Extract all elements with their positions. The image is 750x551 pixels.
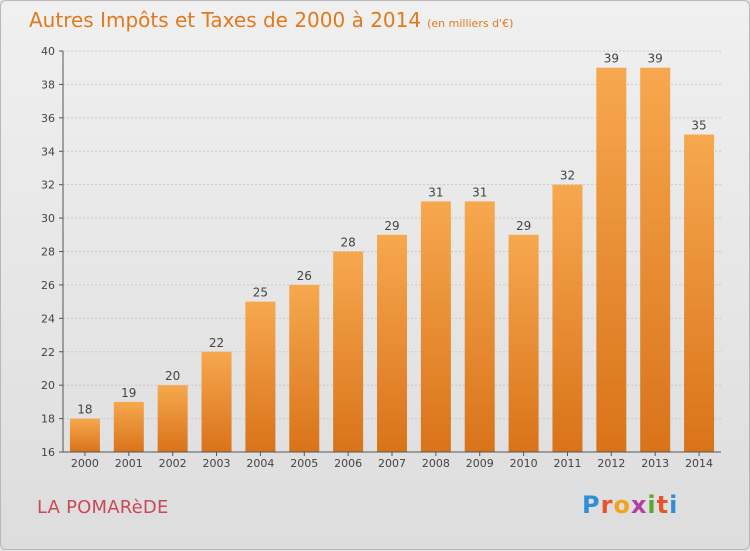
x-tick-label: 2013 bbox=[641, 457, 669, 470]
y-tick-label: 34 bbox=[41, 145, 55, 158]
bar-value-label: 29 bbox=[384, 219, 399, 233]
bar bbox=[464, 201, 495, 452]
bar-value-label: 19 bbox=[121, 386, 136, 400]
bar bbox=[377, 234, 407, 452]
bar bbox=[289, 284, 320, 452]
bar-value-label: 31 bbox=[472, 185, 487, 199]
x-tick-label: 2006 bbox=[334, 457, 362, 470]
title-unit: (en milliers d'€) bbox=[427, 17, 514, 30]
bars: 18 19 20 22 25 26 28 29 31 31 29 32 39 39 35 bbox=[69, 52, 715, 452]
bar bbox=[508, 234, 539, 452]
y-tick-label: 36 bbox=[41, 112, 55, 125]
bar-value-label: 28 bbox=[340, 236, 355, 250]
y-tick-label: 40 bbox=[41, 45, 55, 58]
x-tick-label: 2011 bbox=[553, 457, 581, 470]
y-tick-label: 20 bbox=[41, 379, 55, 392]
bar bbox=[420, 201, 451, 452]
bar bbox=[640, 67, 671, 452]
x-tick-label: 2008 bbox=[422, 457, 450, 470]
x-tick-label: 2003 bbox=[203, 457, 231, 470]
bar-value-label: 39 bbox=[648, 52, 663, 66]
bar-value-label: 18 bbox=[77, 403, 92, 417]
bar-value-label: 39 bbox=[604, 52, 619, 66]
bar bbox=[552, 184, 583, 452]
x-tick-label: 2004 bbox=[246, 457, 274, 470]
x-tick-label: 2005 bbox=[290, 457, 318, 470]
x-tick-label: 2002 bbox=[159, 457, 187, 470]
bar-value-label: 25 bbox=[253, 286, 268, 300]
y-tick-label: 30 bbox=[41, 212, 55, 225]
proxiti-logo: Proxiti bbox=[582, 491, 679, 519]
x-tick-label: 2007 bbox=[378, 457, 406, 470]
y-tick-label: 32 bbox=[41, 179, 55, 192]
y-tick-label: 16 bbox=[41, 446, 55, 459]
bar bbox=[157, 385, 188, 452]
x-tick-label: 2012 bbox=[597, 457, 625, 470]
y-tick-label: 18 bbox=[41, 413, 55, 426]
x-tick-label: 2010 bbox=[510, 457, 538, 470]
bar-value-label: 32 bbox=[560, 169, 575, 183]
bar bbox=[113, 401, 144, 452]
y-tick-label: 26 bbox=[41, 279, 55, 292]
bar bbox=[596, 67, 627, 452]
bar-value-label: 31 bbox=[428, 185, 443, 199]
bar bbox=[245, 301, 276, 452]
y-tick-label: 24 bbox=[41, 312, 55, 325]
chart-title: Autres Impôts et Taxes de 2000 à 2014 (en… bbox=[29, 8, 513, 32]
bar-value-label: 22 bbox=[209, 336, 224, 350]
bar bbox=[333, 251, 364, 452]
city-name: LA POMARèDE bbox=[37, 497, 169, 518]
bar bbox=[684, 134, 715, 452]
y-tick-label: 22 bbox=[41, 346, 55, 359]
x-tick-label: 2014 bbox=[685, 457, 713, 470]
x-tick-label: 2009 bbox=[466, 457, 494, 470]
bar bbox=[69, 418, 100, 452]
bar bbox=[201, 351, 232, 452]
bar-value-label: 35 bbox=[691, 119, 706, 133]
axes: 16 18 20 22 24 26 28 30 32 34 36 38 40 2000 2001 2002 20… bbox=[41, 45, 721, 470]
y-tick-label: 38 bbox=[41, 78, 55, 91]
bar-value-label: 29 bbox=[516, 219, 531, 233]
bar-value-label: 20 bbox=[165, 369, 180, 383]
x-tick-label: 2000 bbox=[71, 457, 99, 470]
x-tick-label: 2001 bbox=[115, 457, 143, 470]
y-tick-label: 28 bbox=[41, 246, 55, 259]
title-text: Autres Impôts et Taxes de 2000 à 2014 bbox=[29, 8, 422, 32]
bar-value-label: 26 bbox=[297, 269, 312, 283]
